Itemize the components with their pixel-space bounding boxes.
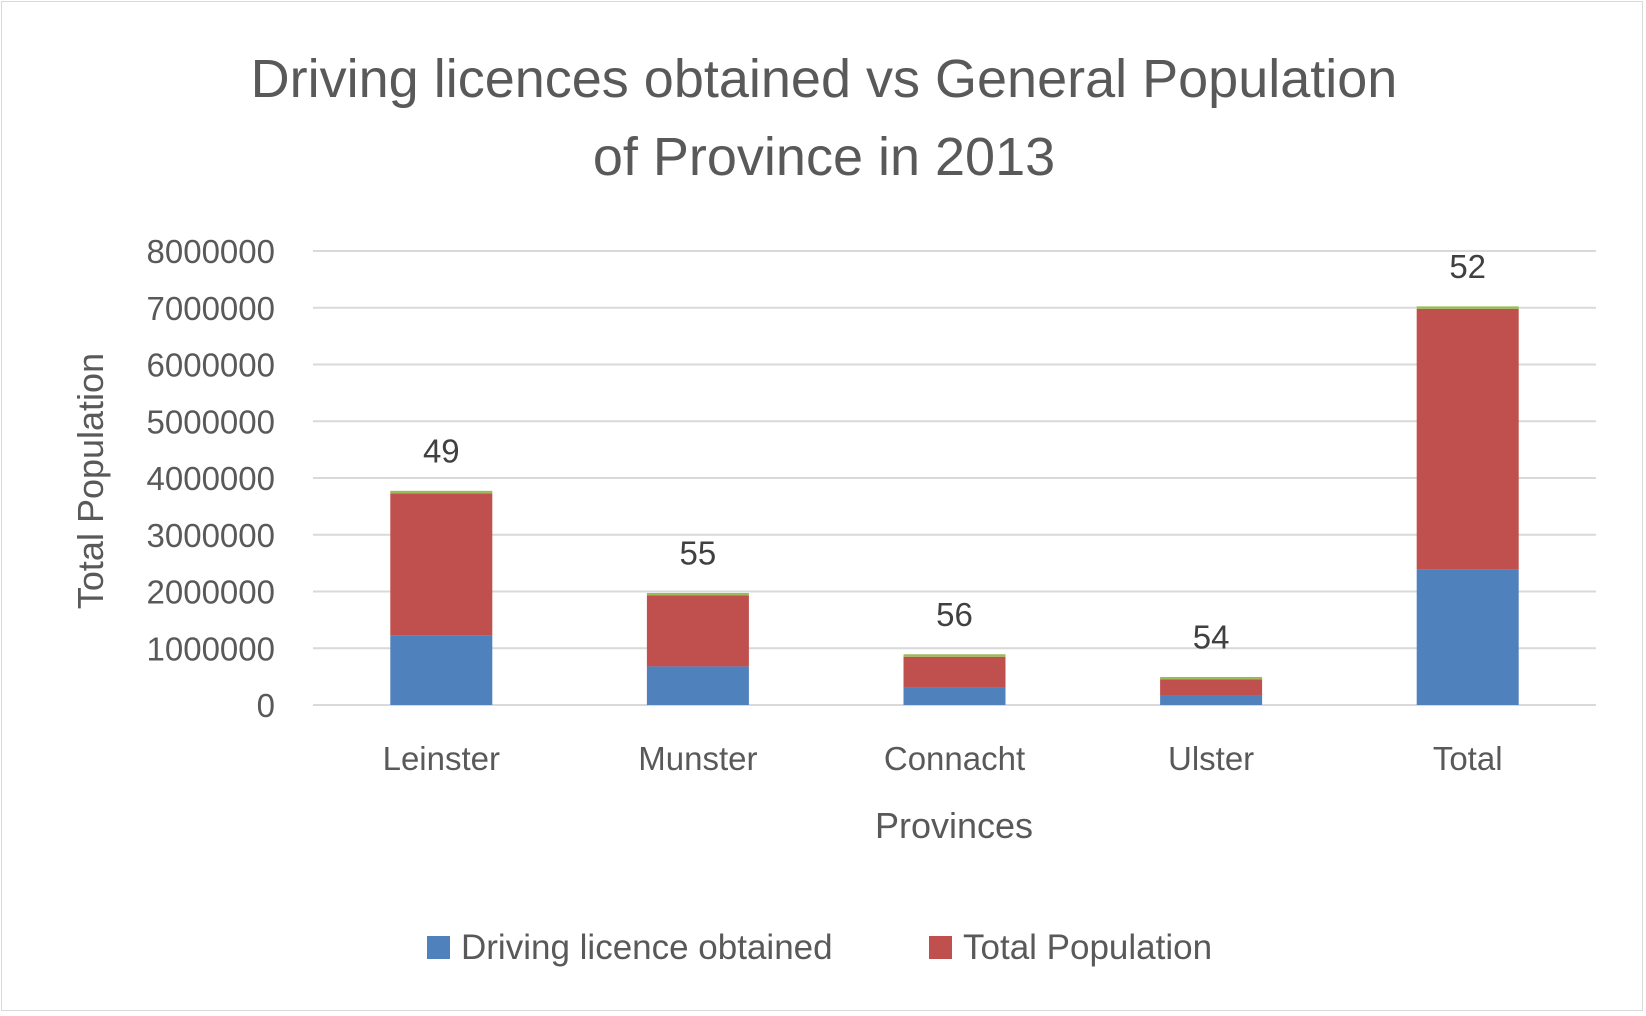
y-tick-label: 7000000 (147, 290, 275, 327)
data-label-munster: 55 (680, 534, 717, 571)
x-tick-label-leinster: Leinster (383, 740, 500, 777)
bar-ulster-series-0 (1160, 695, 1263, 705)
y-tick-label: 2000000 (147, 574, 275, 611)
data-label-ulster: 54 (1193, 618, 1230, 655)
y-tick-label: 8000000 (147, 233, 275, 270)
bar-leinster-series-1 (390, 493, 493, 636)
bar-ulster-series-1 (1160, 679, 1263, 696)
x-tick-label-ulster: Ulster (1168, 740, 1254, 777)
y-axis-title: Total Population (70, 353, 111, 609)
y-tick-label: 0 (257, 687, 275, 724)
bar-connacht-series-0 (903, 687, 1006, 705)
data-labels: 49 55 56 54 52 (423, 248, 1486, 656)
x-tick-label-munster: Munster (638, 740, 757, 777)
bar-total-series-1 (1416, 308, 1519, 570)
bar-leinster-series-0 (390, 635, 493, 705)
y-tick-label: 1000000 (147, 630, 275, 667)
bar-munster-series-1 (646, 595, 749, 667)
bar-total-series-2 (1416, 306, 1519, 309)
x-tick-label-connacht: Connacht (884, 740, 1025, 777)
x-tick-label-total: Total (1433, 740, 1503, 777)
y-tick-label: 4000000 (147, 460, 275, 497)
y-tick-label: 5000000 (147, 403, 275, 440)
bar-connacht-series-1 (903, 656, 1006, 688)
legend-label-0: Driving licence obtained (461, 928, 833, 967)
data-label-leinster: 49 (423, 432, 460, 469)
legend-swatch-1 (929, 936, 952, 959)
chart-title: Driving licences obtained vs General Pop… (251, 49, 1398, 187)
gridlines (313, 250, 1596, 706)
bars (390, 306, 1519, 705)
legend: Driving licence obtained Total Population (427, 928, 1212, 967)
bar-munster-series-0 (646, 666, 749, 705)
chart-title-line-1: Driving licences obtained vs General Pop… (251, 49, 1398, 109)
x-axis-title: Provinces (875, 805, 1033, 846)
bar-leinster-series-2 (390, 490, 493, 494)
data-label-total: 52 (1449, 248, 1486, 285)
legend-swatch-0 (427, 936, 450, 959)
x-axis-ticks: Leinster Munster Connacht Ulster Total (383, 740, 1503, 777)
bar-connacht-series-2 (903, 654, 1006, 657)
bar-ulster-series-2 (1160, 676, 1263, 680)
bar-munster-series-2 (646, 592, 749, 596)
chart-title-line-2: of Province in 2013 (593, 127, 1055, 187)
y-axis-ticks: 0 1000000 2000000 3000000 4000000 5000000 6000… (147, 233, 275, 724)
data-label-connacht: 56 (936, 596, 973, 633)
y-tick-label: 6000000 (147, 347, 275, 384)
bar-total-series-0 (1416, 569, 1519, 705)
legend-label-1: Total Population (963, 928, 1212, 967)
y-tick-label: 3000000 (147, 517, 275, 554)
